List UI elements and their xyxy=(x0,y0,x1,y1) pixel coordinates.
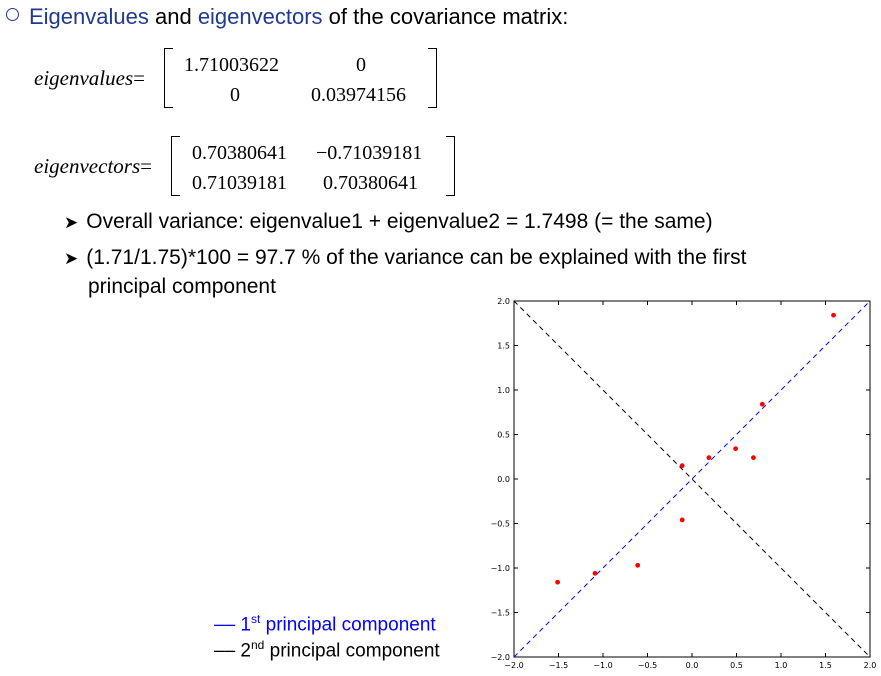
eigenvalues-cell: 0.03974156 xyxy=(311,84,406,106)
y-axis-ticks: 2.0 1.5 1.0 0.5 0.0 −0.5 −1.0 −1.5 −2.0 xyxy=(491,297,870,662)
section-heading: Eigenvalues and eigenvectors of the cova… xyxy=(6,4,568,30)
eigenvectors-cell: 0.71039181 xyxy=(192,172,287,194)
legend-first-sup: st xyxy=(251,612,261,626)
eigenvalues-label: eigenvalues= xyxy=(34,66,145,91)
data-point xyxy=(679,517,685,523)
eigenvalues-right-bracket xyxy=(428,48,437,108)
bullet-text: Overall variance: eigenvalue1 + eigenval… xyxy=(86,210,713,233)
eigenvectors-label: eigenvectors= xyxy=(34,154,152,179)
arrow-bullet-icon: ➤ xyxy=(64,249,79,268)
data-point xyxy=(733,446,739,452)
x-tick-label: 2.0 xyxy=(864,661,877,670)
legend-second-text: principal component xyxy=(264,640,440,662)
data-point xyxy=(555,579,561,585)
pca-scatter-chart: −2.0 −1.5 −1.0 −0.5 0.0 0.5 1.0 1.5 2.0 2.0 1.5 1.… xyxy=(491,297,877,670)
data-point xyxy=(759,401,765,407)
legend-first-text: principal component xyxy=(260,614,436,636)
data-point xyxy=(831,312,836,318)
y-tick-label: −2.0 xyxy=(491,653,510,662)
principal-component-lines xyxy=(513,300,871,658)
x-tick-label: −1.0 xyxy=(593,661,612,670)
eigenvalues-cell: 0 xyxy=(356,54,366,76)
x-tick-label: 0.5 xyxy=(730,661,743,670)
data-point xyxy=(679,463,685,469)
eigenvectors-left-bracket xyxy=(171,136,180,196)
eigenvalues-left-bracket xyxy=(164,48,173,108)
eigenvectors-cell: 0.70380641 xyxy=(192,142,287,164)
legend-first-pc: –– 1st principal component xyxy=(214,612,436,636)
x-tick-label: 1.5 xyxy=(819,661,832,670)
bullet-continuation: principal component xyxy=(88,275,276,298)
eigenvectors-cell: −0.71039181 xyxy=(316,142,423,164)
eigenvectors-equals: = xyxy=(140,154,152,178)
heading-and: and xyxy=(148,4,198,29)
legend-second-sup: nd xyxy=(251,638,265,652)
y-tick-label: −1.5 xyxy=(491,609,510,618)
x-tick-label: 1.0 xyxy=(775,661,788,670)
circle-bullet-icon xyxy=(6,8,19,21)
legend-dash-icon: –– xyxy=(214,640,241,662)
y-tick-label: −1.0 xyxy=(491,564,510,573)
eigenvectors-label-text: eigenvectors xyxy=(34,154,141,178)
eigenvalues-cell: 1.71003622 xyxy=(184,54,279,76)
eigenvalues-cell: 0 xyxy=(230,84,240,106)
eigenvectors-right-bracket xyxy=(446,136,455,196)
x-tick-label: 0.0 xyxy=(686,661,699,670)
heading-eigenvectors: eigenvectors xyxy=(197,4,323,29)
bullet-explained: ➤ (1.71/1.75)*100 = 97.7 % of the varianc… xyxy=(64,246,746,270)
arrow-bullet-icon: ➤ xyxy=(64,213,79,232)
data-points xyxy=(555,312,836,585)
eigenvalues-label-text: eigenvalues xyxy=(34,66,134,90)
y-tick-label: 1.0 xyxy=(497,386,510,395)
legend-second-pc: –– 2nd principal component xyxy=(214,638,440,662)
x-axis-ticks: −2.0 −1.5 −1.0 −0.5 0.0 0.5 1.0 1.5 2.0 xyxy=(504,301,876,670)
data-point xyxy=(751,455,756,461)
legend-first-num: 1 xyxy=(240,614,251,636)
x-tick-label: −1.5 xyxy=(549,661,568,670)
y-tick-label: 2.0 xyxy=(497,297,510,306)
legend-dash-icon: –– xyxy=(214,614,241,636)
y-tick-label: −0.5 xyxy=(491,520,510,529)
data-point xyxy=(706,455,712,461)
x-tick-label: −2.0 xyxy=(504,661,523,670)
legend-second-num: 2 xyxy=(240,640,251,662)
second-pc-line xyxy=(513,300,871,658)
bullet-variance: ➤ Overall variance: eigenvalue1 + eigenva… xyxy=(64,210,713,234)
data-point xyxy=(592,570,598,576)
heading-rest: of the covariance matrix: xyxy=(322,4,569,29)
eigenvectors-cell: 0.70380641 xyxy=(323,172,418,194)
eigenvalues-equals: = xyxy=(133,66,145,90)
y-tick-label: 0.0 xyxy=(497,475,510,484)
y-tick-label: 0.5 xyxy=(497,431,510,440)
heading-eigenvalues: Eigenvalues xyxy=(29,4,149,29)
y-tick-label: 1.5 xyxy=(497,342,510,351)
bullet-text: (1.71/1.75)*100 = 97.7 % of the variance… xyxy=(86,246,747,269)
data-point xyxy=(635,562,641,568)
x-tick-label: −0.5 xyxy=(638,661,657,670)
first-pc-line xyxy=(513,300,871,658)
